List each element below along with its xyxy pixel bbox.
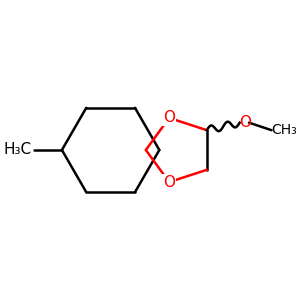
Text: CH₃: CH₃ (272, 123, 298, 137)
Text: O: O (163, 175, 175, 190)
Text: H₃C: H₃C (4, 142, 32, 158)
Text: O: O (239, 115, 251, 130)
Text: O: O (163, 110, 175, 125)
